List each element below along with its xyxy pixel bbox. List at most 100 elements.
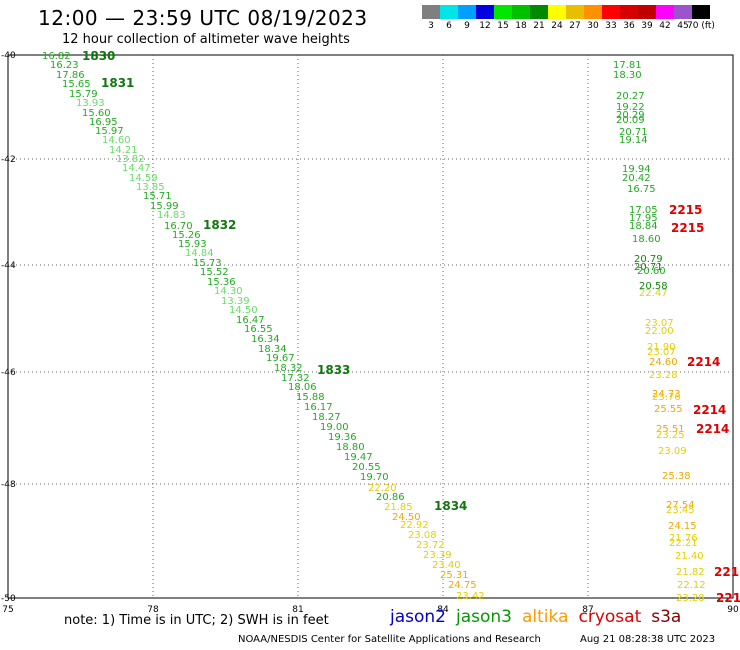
legend-swatch [692, 5, 710, 19]
wave-height-value: 23.39 [423, 550, 452, 561]
legend-label: 6 [446, 21, 452, 31]
legend-label: 18 [515, 21, 527, 31]
wave-height-value: 15.99 [150, 201, 179, 212]
wave-height-value: 17.32 [281, 373, 310, 384]
legend-item: 33 [602, 5, 620, 31]
legend-item: 70 (ft) [687, 5, 715, 31]
wave-height-value: 22.00 [645, 326, 674, 337]
wave-height-value: 15.73 [193, 258, 222, 269]
wave-height-value: 20.71 [634, 262, 663, 273]
legend-swatch [548, 5, 566, 19]
wave-height-value: 20.29 [616, 110, 645, 121]
wave-height-value: 24.15 [668, 521, 697, 532]
legend-swatch [476, 5, 494, 19]
legend-swatch [458, 5, 476, 19]
legend-label: 24 [551, 21, 563, 31]
legend-item: 45 [674, 5, 692, 31]
wave-height-value: 13.85 [136, 182, 165, 193]
wave-height-value: 20.42 [622, 173, 651, 184]
wave-height-value: 14.21 [109, 145, 138, 156]
legend-label: 15 [497, 21, 509, 31]
wave-height-value: 18.60 [632, 234, 661, 245]
pass-label: 2215 [669, 203, 702, 217]
wave-height-value: 17.05 [629, 205, 658, 216]
wave-height-value: 25.51 [656, 424, 685, 435]
legend-swatch [620, 5, 638, 19]
legend-item: 3 [422, 5, 440, 31]
legend-item: 9 [458, 5, 476, 31]
wave-height-value: 15.97 [95, 126, 124, 137]
pass-label: 2214 [693, 403, 726, 417]
legend-swatch [530, 5, 548, 19]
wave-height-value: 15.65 [62, 79, 91, 90]
wave-height-value: 25.38 [662, 471, 691, 482]
wave-height-value: 24.50 [392, 512, 421, 523]
lon-tick-label: 81 [292, 605, 303, 615]
wave-height-value: 16.34 [251, 334, 280, 345]
lon-tick-label: 84 [437, 605, 449, 615]
wave-height-value: 19.00 [320, 422, 349, 433]
lon-tick-label: 87 [582, 605, 593, 615]
satellite-jason3: jason3 [456, 607, 512, 627]
wave-height-value: 20.60 [637, 266, 666, 277]
wave-height-value: 23.40 [432, 560, 461, 571]
wave-height-value: 23.42 [456, 591, 485, 602]
wave-height-value: 23.07 [647, 347, 676, 358]
footer-note: note: 1) Time is in UTC; 2) SWH is in fe… [64, 613, 329, 628]
wave-height-value: 15.93 [178, 239, 207, 250]
pass-label: 1833 [317, 363, 350, 377]
wave-height-value: 21.85 [384, 502, 413, 513]
legend-item: 24 [548, 5, 566, 31]
satellite-altika: altika [522, 607, 569, 627]
wave-height-value: 13.82 [116, 154, 145, 165]
legend-item: 39 [638, 5, 656, 31]
wave-height-value: 16.82 [42, 51, 71, 62]
wave-height-value: 14.30 [214, 286, 243, 297]
wave-height-value: 24.60 [649, 357, 678, 368]
wave-height-value: 25.55 [654, 404, 683, 415]
pass-label: 2215 [671, 221, 704, 235]
wave-height-value: 24.75 [448, 580, 477, 591]
wave-height-value: 16.55 [244, 324, 273, 335]
lat-tick-label: -46 [1, 368, 16, 378]
wave-height-value: 23.72 [416, 540, 445, 551]
wave-height-value: 14.59 [129, 173, 158, 184]
lat-tick-label: -50 [1, 594, 16, 604]
wave-height-value: 18.80 [336, 442, 365, 453]
wave-height-value: 19.94 [622, 164, 651, 175]
wave-height-value: 13.93 [76, 98, 105, 109]
legend-swatch [566, 5, 584, 19]
wave-height-value: 19.36 [328, 432, 357, 443]
wave-height-value: 21.90 [647, 342, 676, 353]
lat-tick-label: -40 [1, 51, 16, 61]
wave-height-value: 24.73 [652, 389, 681, 400]
wave-height-value: 23.08 [408, 530, 437, 541]
wave-height-value: 21.40 [675, 551, 704, 562]
pass-label: 221 [716, 591, 740, 605]
wave-height-value: 20.55 [352, 462, 381, 473]
pass-label: 1831 [101, 76, 134, 90]
satellite-jason2: jason2 [390, 607, 446, 627]
wave-height-value: 15.88 [296, 392, 325, 403]
wave-height-value: 18.30 [613, 70, 642, 81]
legend-label: 36 [623, 21, 635, 31]
legend-label: 12 [479, 21, 491, 31]
wave-height-value: 17.86 [56, 70, 85, 81]
wave-height-value: 18.84 [629, 221, 658, 232]
wave-height-value: 14.84 [185, 248, 214, 259]
map-subtitle: 12 hour collection of altimeter wave hei… [62, 32, 350, 47]
lon-tick-label: 78 [147, 605, 159, 615]
legend-item: 15 [494, 5, 512, 31]
wave-height-value: 18.06 [288, 382, 317, 393]
wave-height-value: 19.22 [616, 102, 645, 113]
legend-label: 27 [569, 21, 581, 31]
legend-label: 45 [677, 21, 689, 31]
pass-label: 221 [714, 565, 739, 579]
legend-item: 18 [512, 5, 530, 31]
legend-swatch [584, 5, 602, 19]
wave-height-value: 16.95 [89, 117, 118, 128]
wave-height-value: 20.58 [639, 281, 668, 292]
lat-tick-label: -48 [1, 480, 16, 490]
pass-label: 2214 [696, 422, 729, 436]
wave-height-value: 23.07 [645, 318, 674, 329]
